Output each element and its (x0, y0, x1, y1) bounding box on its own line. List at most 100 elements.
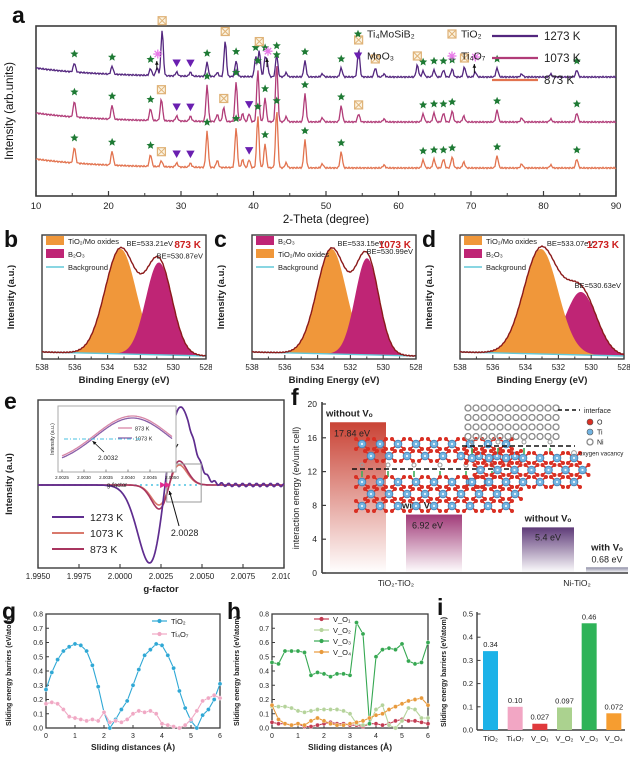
panel-label-a: a (12, 2, 25, 28)
svg-text:534: 534 (311, 363, 325, 372)
panel-label-g: g (2, 598, 17, 624)
svg-text:Binding Energy (eV): Binding Energy (eV) (79, 375, 170, 386)
svg-text:3: 3 (348, 733, 352, 740)
panel-a-svg: 10 20 30 40 50 60 70 80 90 2-Theta (degree) Intens… (4, 16, 621, 225)
svg-text:BE=530.63eV: BE=530.63eV (575, 281, 622, 290)
svg-text:Ni: Ni (597, 440, 604, 447)
svg-text:4: 4 (374, 733, 378, 740)
svg-text:0.097: 0.097 (555, 696, 574, 705)
svg-text:1: 1 (296, 733, 300, 740)
svg-text:0.5: 0.5 (463, 610, 473, 619)
svg-text:2.0028: 2.0028 (171, 528, 199, 538)
svg-text:Ti₄MoSiB₂: Ti₄MoSiB₂ (367, 29, 415, 41)
svg-text:534: 534 (101, 363, 115, 372)
svg-text:Background: Background (68, 263, 108, 272)
svg-text:V_O₂: V_O₂ (556, 734, 574, 743)
svg-text:528: 528 (409, 363, 422, 372)
svg-text:g-factor: g-factor (143, 584, 179, 595)
svg-text:1.9975: 1.9975 (67, 572, 92, 581)
svg-text:532: 532 (344, 363, 358, 372)
svg-text:Intensity (a.u.): Intensity (a.u.) (6, 265, 17, 329)
svg-text:0.7: 0.7 (33, 626, 43, 633)
svg-text:4: 4 (160, 733, 164, 740)
panel-label-f: f (291, 384, 299, 410)
panel-label-c: c (214, 226, 227, 252)
svg-text:20: 20 (103, 201, 114, 212)
svg-text:70: 70 (466, 201, 477, 212)
svg-text:Intensity (a.u): Intensity (a.u) (4, 453, 15, 515)
svg-text:538: 538 (453, 363, 467, 372)
svg-text:873 K: 873 K (174, 240, 201, 251)
svg-text:40: 40 (248, 201, 259, 212)
svg-text:532: 532 (134, 363, 148, 372)
svg-text:V_O₃: V_O₃ (333, 637, 351, 646)
svg-text:B₂O₃: B₂O₃ (486, 250, 503, 259)
series-Ti₄O₇ (43, 692, 223, 731)
svg-text:Intensity (a.u.): Intensity (a.u.) (424, 265, 435, 329)
svg-text:V_O₄: V_O₄ (333, 648, 351, 657)
svg-text:BE=533.21eV: BE=533.21eV (127, 239, 174, 248)
svg-text:0.4: 0.4 (259, 669, 269, 676)
svg-text:0: 0 (270, 733, 274, 740)
svg-text:12: 12 (308, 467, 318, 477)
bar-V_O₁ (532, 723, 548, 730)
svg-text:0.46: 0.46 (582, 612, 597, 621)
panel-g-svg: 0.0 0.1 0.2 0.3 0.4 0.5 0.6 0.7 0.8 0 1 2 3 4 5 6 Slidin… (6, 612, 223, 752)
svg-text:V_O₁: V_O₁ (531, 734, 549, 743)
svg-text:Sliding distances (Å): Sliding distances (Å) (91, 742, 175, 752)
svg-text:0.2: 0.2 (259, 697, 269, 704)
svg-text:1273 K: 1273 K (90, 512, 123, 524)
svg-text:4: 4 (312, 534, 317, 544)
epr-curve-1273K (38, 406, 285, 564)
svg-text:873 K: 873 K (135, 427, 150, 433)
xrd-marker-legend: Ti₄MoSiB₂ TiO₂ MoO₃ Ti₄O₇ (353, 29, 486, 63)
xrd-series-1073K (35, 50, 617, 124)
bar-TiO₂ (483, 651, 498, 730)
svg-text:TiO₂/Mo oxides: TiO₂/Mo oxides (486, 237, 537, 246)
series-V_O₄ (269, 695, 431, 728)
panel-c-legend: B₂O₃ TiO₂/Mo oxides Background (256, 236, 329, 272)
svg-text:B₂O₃: B₂O₃ (68, 250, 85, 259)
svg-text:Intensity (a.u.): Intensity (a.u.) (216, 265, 227, 329)
svg-text:0: 0 (312, 568, 317, 578)
svg-text:0.1: 0.1 (33, 711, 43, 718)
svg-text:Ti₄O₇: Ti₄O₇ (171, 630, 189, 639)
svg-text:oxygen vacancy: oxygen vacancy (579, 451, 624, 458)
svg-text:BE=530.87eV: BE=530.87eV (157, 251, 204, 260)
svg-text:1073 K: 1073 K (135, 437, 153, 443)
svg-text:0.2: 0.2 (33, 697, 43, 704)
svg-text:2.0000: 2.0000 (108, 572, 133, 581)
svg-text:0.3: 0.3 (463, 656, 473, 665)
svg-text:530: 530 (167, 363, 181, 372)
svg-text:528: 528 (199, 363, 212, 372)
svg-text:1.9950: 1.9950 (26, 572, 51, 581)
svg-text:0.4: 0.4 (33, 669, 43, 676)
svg-text:6: 6 (426, 733, 430, 740)
svg-text:interaction energy (ev/unit ce: interaction energy (ev/unit cell) (291, 427, 301, 550)
panel-i-svg: 0.0 0.1 0.2 0.3 0.4 0.5 Sliding energy barrier… (441, 610, 625, 743)
svg-text:Sliding energy barriers (eV/at: Sliding energy barriers (eV/atom) (441, 617, 448, 727)
series-V_O₃ (269, 620, 431, 727)
svg-text:0.3: 0.3 (259, 683, 269, 690)
panel-label-i: i (437, 594, 444, 620)
svg-text:BE=533.07eV: BE=533.07eV (547, 239, 594, 248)
svg-text:2.0032: 2.0032 (98, 455, 118, 462)
svg-text:Background: Background (278, 263, 318, 272)
svg-text:Binding Energy (eV): Binding Energy (eV) (497, 375, 588, 386)
svg-text:0.6: 0.6 (259, 640, 269, 647)
bar-V_O₂ (557, 707, 572, 730)
svg-text:0.5: 0.5 (259, 654, 269, 661)
svg-text:530: 530 (377, 363, 391, 372)
svg-text:with Vₒ: with Vₒ (590, 542, 623, 553)
svg-text:0.0: 0.0 (33, 726, 43, 733)
svg-text:0.0: 0.0 (463, 726, 473, 735)
svg-text:530: 530 (585, 363, 599, 372)
svg-text:2.0100: 2.0100 (272, 572, 290, 581)
svg-text:0.0: 0.0 (259, 726, 269, 733)
svg-text:534: 534 (519, 363, 533, 372)
bar-V_O₄ (606, 713, 622, 730)
bar-Ni-TiO₂-without Vₒ (522, 527, 574, 573)
svg-text:Binding Energy (eV): Binding Energy (eV) (289, 375, 380, 386)
svg-text:536: 536 (486, 363, 500, 372)
svg-text:TiO₂/Mo oxides: TiO₂/Mo oxides (68, 237, 119, 246)
